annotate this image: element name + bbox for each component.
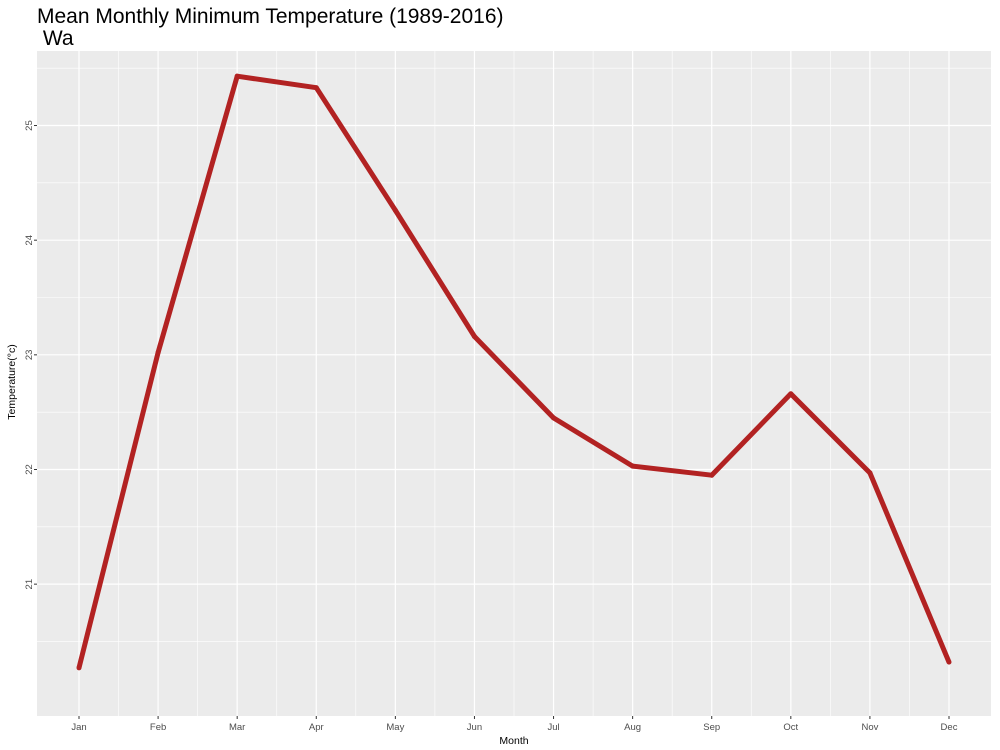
x-tick-label-jan: Jan	[71, 722, 86, 733]
x-tick-label-jun: Jun	[467, 722, 482, 733]
x-tick-label-may: May	[386, 722, 404, 733]
data-point-aug	[630, 463, 636, 469]
x-axis: Jan Feb Mar Apr May Jun Jul Aug Sep Oct Nov Dec	[71, 716, 958, 733]
data-point-jan	[76, 665, 82, 671]
data-point-feb	[155, 350, 161, 356]
minor-gridlines	[37, 51, 991, 716]
data-point-jul	[551, 415, 557, 421]
major-gridlines	[37, 51, 991, 716]
y-axis-title: Temperature(°c)	[6, 344, 18, 419]
x-tick-label-aug: Aug	[624, 722, 641, 733]
data-point-nov	[867, 470, 873, 476]
x-tick-label-sep: Sep	[703, 722, 720, 733]
y-tick-label: 22	[24, 464, 35, 475]
y-tick-label: 21	[24, 579, 35, 590]
x-axis-title: Month	[499, 735, 528, 747]
data-point-oct	[788, 391, 794, 397]
data-point-mar	[234, 73, 240, 79]
y-tick-label: 24	[24, 235, 35, 246]
data-point-apr	[313, 85, 319, 91]
series-line-1	[76, 73, 952, 669]
data-point-may	[392, 207, 398, 213]
x-tick-label-feb: Feb	[150, 722, 166, 733]
x-tick-label-apr: Apr	[309, 722, 324, 733]
x-tick-label-nov: Nov	[861, 722, 878, 733]
y-tick-label: 23	[24, 350, 35, 361]
x-tick-label-mar: Mar	[229, 722, 245, 733]
series-layer	[76, 73, 952, 671]
y-axis: 21 22 23 24 25	[24, 120, 37, 589]
chart-title: Mean Monthly Minimum Temperature (1989-2…	[37, 5, 504, 28]
x-tick-label-jul: Jul	[547, 722, 559, 733]
data-point-dec	[946, 659, 952, 665]
data-point-sep	[709, 472, 715, 478]
data-point-jun	[471, 333, 477, 339]
x-tick-label-oct: Oct	[783, 722, 798, 733]
y-tick-label: 25	[24, 120, 35, 131]
x-tick-label-dec: Dec	[941, 722, 958, 733]
chart-subtitle: Wa	[37, 27, 74, 50]
